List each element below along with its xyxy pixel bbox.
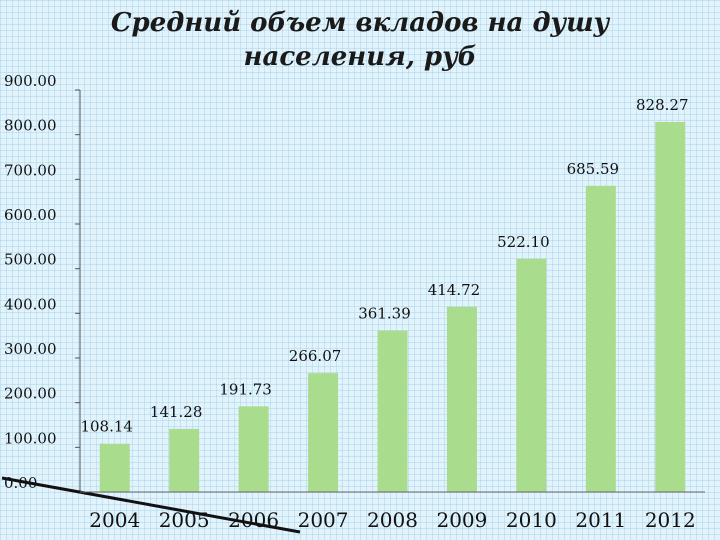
bar-2009 <box>446 306 477 492</box>
x-axis: 2004 2005 2006 2007 2008 2009 2010 2011 2012 <box>1 476 705 534</box>
data-label-2010: 522.10 <box>497 233 550 251</box>
y-tick-label: 900.00 <box>4 72 57 90</box>
bar-2011 <box>585 185 616 492</box>
chart-title-line-1: Средний объем вкладов на душу <box>110 8 610 38</box>
x-tick-label-2007: 2007 <box>298 508 349 532</box>
data-label-2008: 361.39 <box>358 305 411 323</box>
chart-title: Средний объем вкладов на душу населения,… <box>60 6 660 74</box>
bar-2005 <box>169 428 200 492</box>
data-label-2004: 108.14 <box>80 418 133 436</box>
data-label-2007: 266.07 <box>289 347 342 365</box>
y-tick-label: 600.00 <box>4 206 57 224</box>
y-tick-label: 300.00 <box>4 340 57 358</box>
y-tick-label: 400.00 <box>4 295 57 313</box>
chart-title-line-2: населения, руб <box>243 42 477 72</box>
y-axis: 0.00100.00200.00300.00400.00500.00600.00… <box>4 72 81 493</box>
bar-2008 <box>377 330 408 492</box>
bar-2007 <box>308 373 339 492</box>
x-tick-label-2004: 2004 <box>89 508 140 532</box>
x-tick-label-2012: 2012 <box>645 508 696 532</box>
x-tick-label-2010: 2010 <box>506 508 557 532</box>
bars <box>99 122 686 492</box>
y-tick-label: 700.00 <box>4 161 57 179</box>
data-label-2009: 414.72 <box>428 281 481 299</box>
data-label-2005: 141.28 <box>150 403 203 421</box>
y-tick-label: 500.00 <box>4 251 57 269</box>
x-tick-label-2009: 2009 <box>436 508 487 532</box>
bar-2012 <box>655 122 686 492</box>
y-tick-label: 800.00 <box>4 117 57 135</box>
data-label-2006: 191.73 <box>219 380 272 398</box>
data-labels: 108.14 141.28 191.73 266.07 361.39 414.72 522.… <box>80 96 688 436</box>
y-tick-label: 100.00 <box>4 429 57 447</box>
y-tick-label: 200.00 <box>4 385 57 403</box>
x-tick-label-2008: 2008 <box>367 508 418 532</box>
bar-2004 <box>99 443 130 492</box>
data-label-2011: 685.59 <box>567 160 620 178</box>
bar-2010 <box>516 258 547 492</box>
x-tick-label-2011: 2011 <box>575 508 626 532</box>
data-label-2012: 828.27 <box>636 96 689 114</box>
bar-2006 <box>238 406 269 492</box>
x-axis-stroke <box>1 476 301 534</box>
